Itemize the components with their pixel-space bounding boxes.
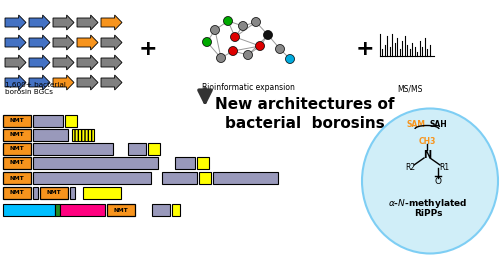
Text: R1: R1 — [439, 162, 449, 172]
Bar — [60, 204, 105, 216]
Circle shape — [264, 30, 272, 40]
Polygon shape — [5, 15, 26, 30]
Polygon shape — [77, 75, 98, 90]
Polygon shape — [5, 75, 26, 90]
Polygon shape — [29, 15, 50, 30]
Circle shape — [256, 42, 264, 50]
Text: SAH: SAH — [429, 120, 447, 129]
Text: NMT: NMT — [10, 175, 24, 181]
Bar — [213, 172, 278, 184]
Polygon shape — [29, 35, 50, 50]
Polygon shape — [53, 75, 74, 90]
Polygon shape — [77, 35, 98, 50]
Polygon shape — [29, 75, 50, 90]
Text: NMT: NMT — [10, 119, 24, 124]
Polygon shape — [101, 35, 122, 50]
Polygon shape — [5, 55, 26, 70]
Bar — [33, 129, 68, 141]
Text: NMT: NMT — [46, 191, 62, 196]
Circle shape — [286, 54, 294, 64]
Circle shape — [244, 50, 252, 59]
Ellipse shape — [362, 109, 498, 254]
Text: NMT: NMT — [10, 146, 24, 151]
Circle shape — [224, 16, 232, 25]
Polygon shape — [29, 55, 50, 70]
Circle shape — [216, 54, 226, 62]
Bar — [72, 129, 94, 141]
Bar — [3, 157, 31, 169]
Bar — [3, 143, 31, 155]
Bar — [65, 115, 77, 127]
Bar — [3, 204, 55, 216]
Text: New architectures of
bacterial  borosins: New architectures of bacterial borosins — [215, 97, 395, 131]
Text: O: O — [434, 177, 442, 186]
Polygon shape — [101, 15, 122, 30]
Text: $\alpha$-$\it{N}$-methylated: $\alpha$-$\it{N}$-methylated — [388, 196, 468, 210]
Bar — [128, 143, 146, 155]
Polygon shape — [5, 35, 26, 50]
Text: +: + — [356, 39, 374, 59]
Text: R2: R2 — [405, 162, 415, 172]
Polygon shape — [53, 15, 74, 30]
Circle shape — [228, 47, 237, 56]
Circle shape — [210, 25, 220, 35]
Text: Bioinformatic expansion: Bioinformatic expansion — [202, 83, 294, 92]
Bar — [152, 204, 170, 216]
Text: NMT: NMT — [114, 208, 128, 213]
Text: NMT: NMT — [10, 133, 24, 138]
Bar — [40, 187, 68, 199]
Bar — [197, 157, 209, 169]
Text: RiPPs: RiPPs — [414, 210, 442, 218]
Bar — [33, 143, 113, 155]
Text: N: N — [423, 150, 431, 160]
Bar — [3, 187, 31, 199]
Bar — [33, 115, 63, 127]
Circle shape — [238, 21, 248, 30]
Bar — [33, 187, 38, 199]
Bar — [107, 204, 135, 216]
Text: CH3: CH3 — [418, 136, 436, 146]
Text: MS/MS: MS/MS — [398, 85, 422, 94]
Polygon shape — [101, 75, 122, 90]
Bar — [55, 204, 60, 216]
Polygon shape — [53, 35, 74, 50]
Bar — [3, 172, 31, 184]
Circle shape — [202, 37, 211, 47]
Circle shape — [230, 32, 239, 42]
Circle shape — [276, 44, 284, 54]
Bar — [148, 143, 160, 155]
Text: NMT: NMT — [10, 160, 24, 165]
Circle shape — [252, 18, 260, 27]
Text: NMT: NMT — [10, 191, 24, 196]
Bar — [3, 129, 31, 141]
Text: SAM: SAM — [406, 120, 426, 129]
Bar — [172, 204, 180, 216]
Bar — [33, 157, 158, 169]
Polygon shape — [77, 55, 98, 70]
Bar — [162, 172, 197, 184]
Bar — [199, 172, 211, 184]
Bar — [83, 187, 121, 199]
Bar — [175, 157, 195, 169]
Bar — [3, 115, 31, 127]
Polygon shape — [77, 15, 98, 30]
Polygon shape — [53, 55, 74, 70]
Bar — [70, 187, 75, 199]
Text: 1,600+ bacterial
borosin BGCs: 1,600+ bacterial borosin BGCs — [5, 82, 66, 95]
Polygon shape — [101, 55, 122, 70]
Bar — [33, 172, 151, 184]
Text: +: + — [138, 39, 158, 59]
